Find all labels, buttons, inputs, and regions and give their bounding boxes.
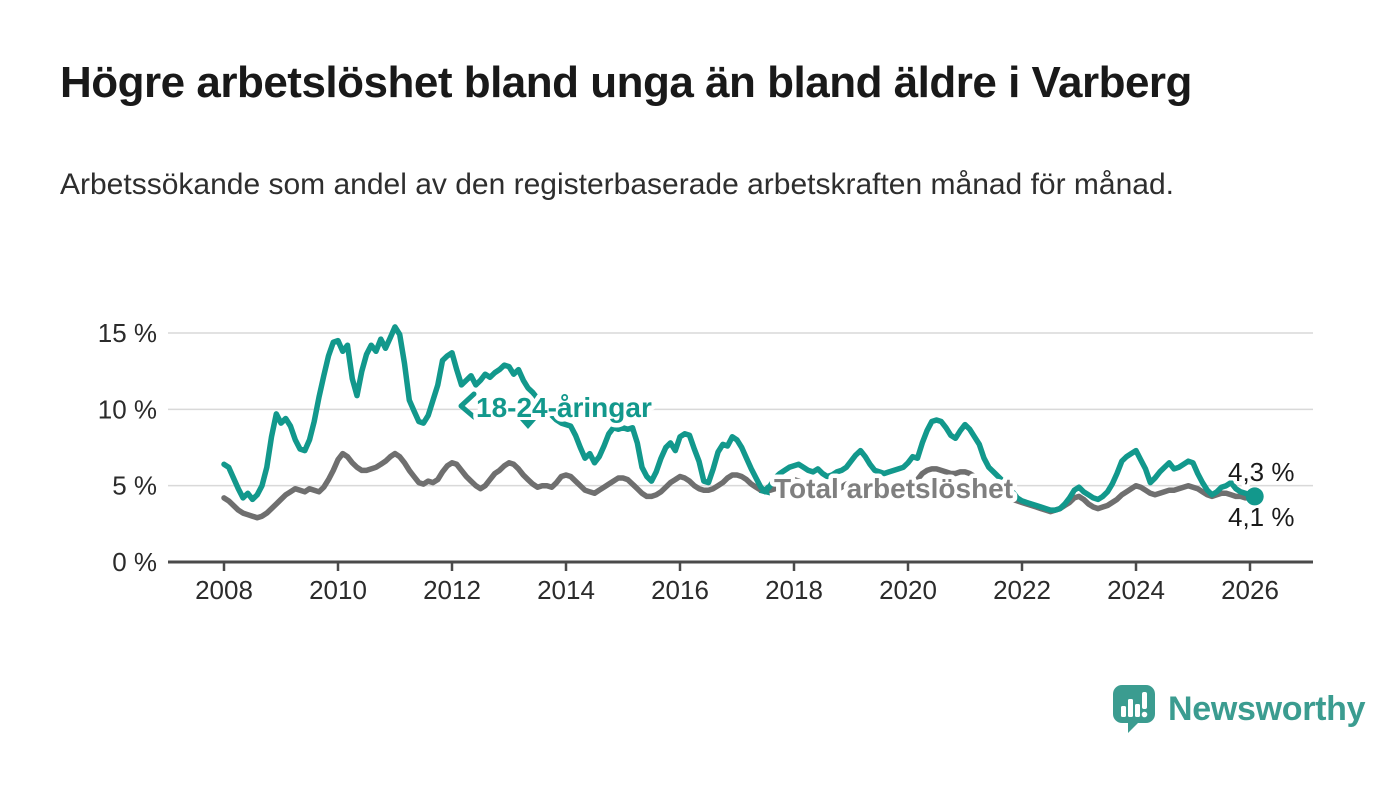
x-tick-label-2012: 2012 [423,575,481,605]
youth-line-arrowhead-icon [758,484,770,496]
x-tick-label-2010: 2010 [309,575,367,605]
x-tick-label-2008: 2008 [195,575,253,605]
youth-series-label: 18-24-åringar [476,392,652,423]
youth-unemployment-line [221,324,1258,513]
page-title: Högre arbetslöshet bland unga än bland ä… [60,58,1192,107]
total-unemployment-line [221,450,1258,521]
youth-label-down-arrow-icon [520,420,536,429]
total-end-value-label: 4,1 % [1228,502,1295,532]
x-tick-label-2022: 2022 [993,575,1051,605]
x-axis-ticks [222,562,1252,571]
x-axis-labels: 2008 2010 2012 2014 2016 2018 2020 2022 2024 2026 [195,575,1279,605]
youth-end-value-label: 4,3 % [1228,457,1295,487]
x-tick-label-2016: 2016 [651,575,709,605]
x-tick-label-2020: 2020 [879,575,937,605]
y-tick-label-0: 0 % [112,547,157,577]
total-series-label: Total arbetslöshet [774,473,1013,504]
newsworthy-bubble-chart-icon [1113,685,1155,733]
y-tick-label-5: 5 % [112,471,157,501]
x-tick-label-2026: 2026 [1221,575,1279,605]
newsworthy-logo: Newsworthy [1112,684,1366,734]
y-axis-labels: 0 % 5 % 10 % 15 % [98,318,157,577]
y-tick-label-10: 10 % [98,394,157,424]
youth-label-chevron-icon [458,391,477,420]
chart-subtitle: Arbetssökande som andel av den registerb… [60,168,1174,201]
x-tick-label-2014: 2014 [537,575,595,605]
y-tick-label-15: 15 % [98,318,157,348]
youth-line-end-dot [1245,487,1264,506]
x-tick-label-2024: 2024 [1107,575,1165,605]
newsworthy-logo-text: Newsworthy [1168,689,1366,728]
gridlines [168,332,1313,487]
x-tick-label-2018: 2018 [765,575,823,605]
